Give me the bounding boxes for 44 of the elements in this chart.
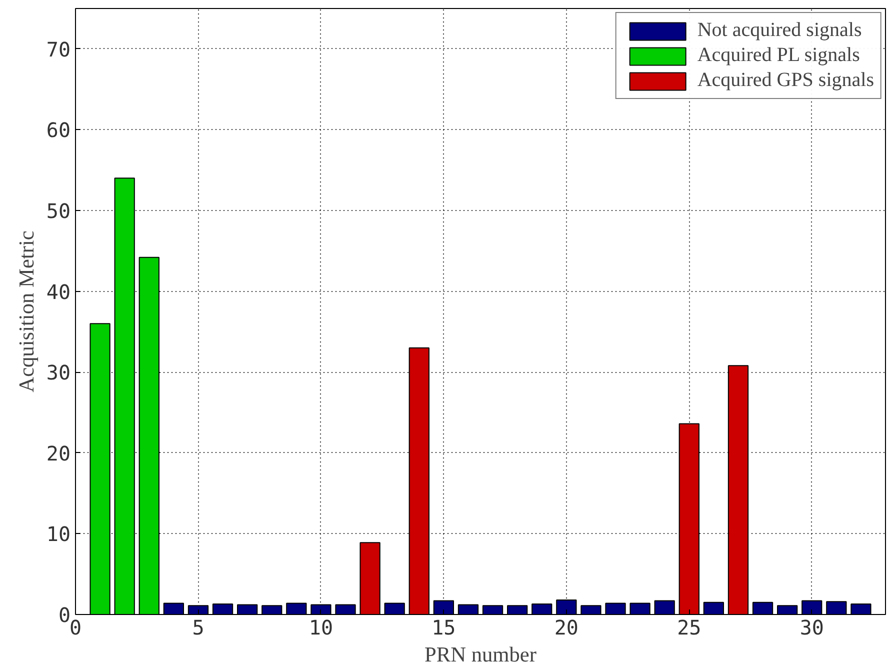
y-axis-title: Acquisition Metric (14, 230, 38, 392)
bar (580, 605, 602, 614)
bar (458, 604, 479, 614)
y-tick-label: 10 (46, 522, 71, 546)
bar (114, 178, 135, 614)
y-tick-label: 30 (46, 360, 71, 385)
bar (752, 602, 774, 614)
y-tick-label: 40 (46, 280, 71, 304)
bar (335, 604, 356, 614)
bar (262, 605, 282, 614)
x-tick-label: 5 (192, 616, 204, 640)
y-tick-label: 50 (46, 199, 71, 223)
bar (90, 323, 110, 614)
x-tick-label: 25 (677, 616, 702, 640)
bar (408, 347, 430, 614)
bar (728, 365, 749, 614)
bar (850, 603, 872, 614)
bar (826, 601, 847, 614)
x-tick-label: 30 (800, 616, 824, 640)
x-tick-label: 10 (308, 616, 334, 640)
bar (654, 600, 675, 614)
y-tick-label: 70 (46, 37, 71, 62)
bar (138, 256, 160, 614)
bar (532, 603, 552, 614)
bar (212, 603, 234, 614)
bar (777, 605, 798, 614)
legend-label: Not acquired signals (697, 19, 862, 42)
bar (384, 602, 405, 614)
bar (237, 604, 258, 614)
legend-label: Acquired GPS signals (697, 69, 874, 92)
bar (507, 605, 528, 614)
bar (163, 602, 184, 614)
bar (703, 602, 724, 614)
x-tick-label: 15 (432, 616, 456, 640)
bar (286, 602, 307, 614)
bar (360, 542, 380, 614)
bar (482, 605, 504, 614)
bar (605, 602, 626, 614)
y-tick-label: 60 (46, 118, 71, 142)
legend-label: Acquired PL signals (697, 44, 860, 67)
bar (630, 602, 650, 614)
x-axis-title: PRN number (424, 642, 536, 666)
y-tick-label: 20 (46, 441, 71, 466)
x-tick-label: 20 (554, 616, 578, 640)
